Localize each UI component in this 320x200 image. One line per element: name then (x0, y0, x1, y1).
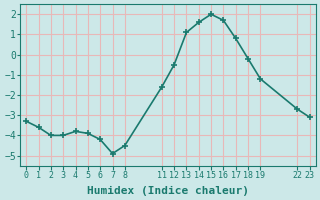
X-axis label: Humidex (Indice chaleur): Humidex (Indice chaleur) (87, 186, 249, 196)
